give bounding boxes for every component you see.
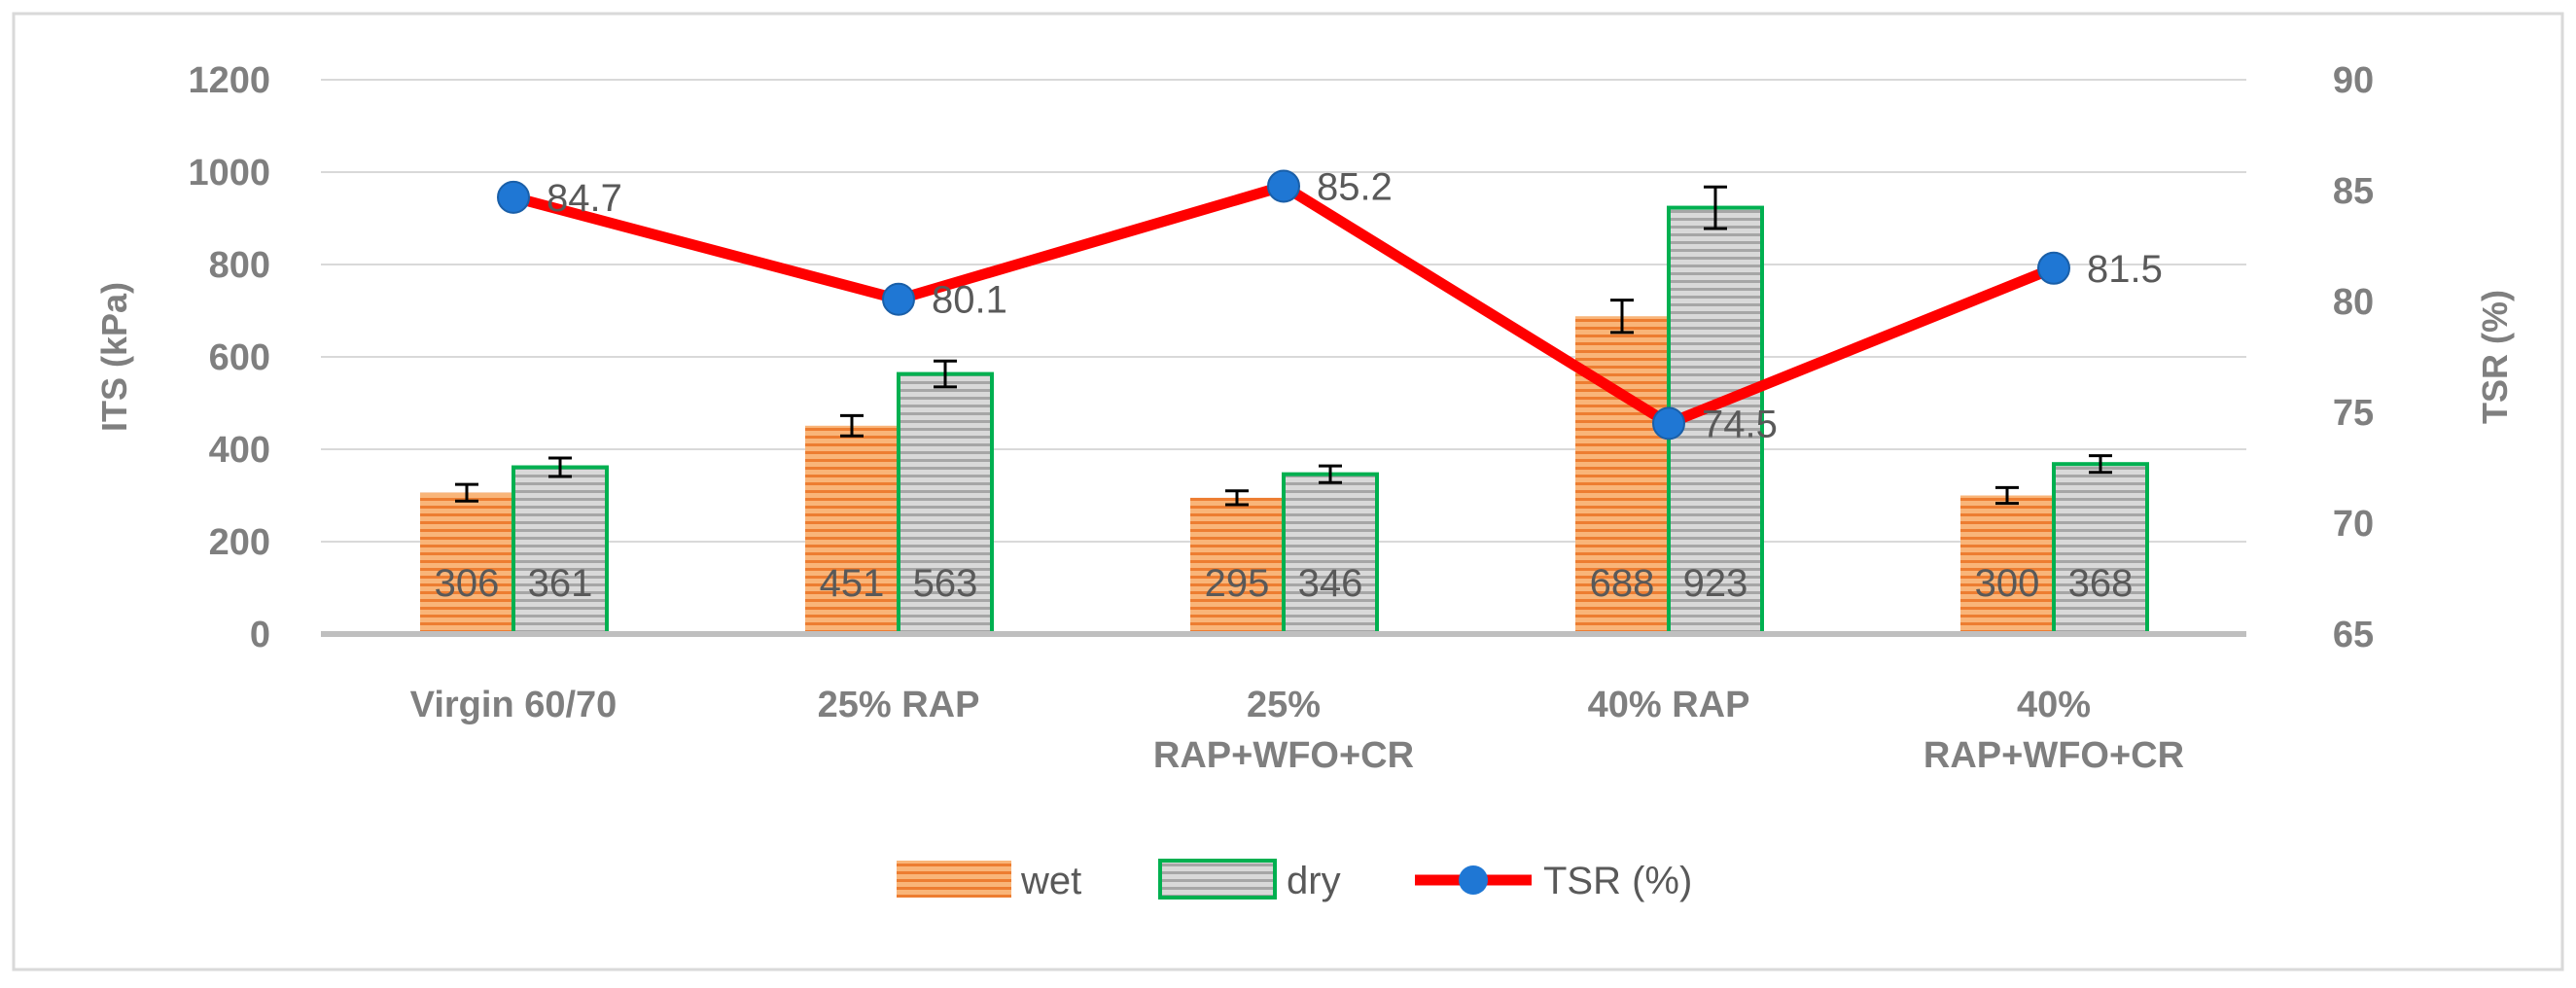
dry-value-label: 361	[528, 562, 593, 605]
tsr-value-label: 81.5	[2087, 248, 2163, 291]
dry-value-label: 563	[913, 562, 978, 605]
right-axis-tick-label: 85	[2333, 171, 2374, 212]
wet-value-label: 295	[1205, 562, 1270, 605]
dry-bar	[2052, 462, 2149, 637]
right-axis-tick-label: 65	[2333, 615, 2374, 655]
right-axis-tick-label: 90	[2333, 60, 2374, 101]
wet-value-label: 306	[435, 562, 500, 605]
category-labels: Virgin 60/70 25% RAP 25% RAP+WFO+CR 40% RAP 4…	[410, 685, 2184, 776]
legend-label: TSR (%)	[1543, 860, 1692, 902]
legend: wet dry TSR (%)	[897, 859, 1692, 902]
left-axis-tick-label: 800	[209, 245, 270, 286]
wet-bar	[1960, 495, 2054, 634]
right-axis-tick-label: 75	[2333, 393, 2374, 434]
legend-swatch-dry	[1158, 859, 1277, 900]
left-axis-ticks: 0 200 400 600 800 1000 1200	[188, 60, 270, 655]
left-axis-title: ITS (kPa)	[94, 282, 134, 432]
wet-value-label: 451	[820, 562, 885, 605]
tsr-point	[2037, 251, 2070, 285]
left-axis-tick-label: 600	[209, 337, 270, 378]
left-axis-tick-label: 0	[250, 615, 270, 655]
category-label: 25% RAP	[818, 685, 980, 725]
tsr-point	[1652, 406, 1685, 441]
bar-value-labels: 306 451 295 688 300 361 563 346 923 368	[435, 562, 2134, 605]
left-axis-tick-label: 1000	[188, 153, 270, 194]
wet-value-label: 300	[1975, 562, 2040, 605]
tsr-value-label: 84.7	[547, 177, 622, 220]
legend-swatch-wet	[897, 861, 1011, 898]
legend-label: wet	[1020, 860, 1081, 902]
left-axis-tick-label: 400	[209, 430, 270, 471]
tsr-line-series	[497, 169, 2070, 441]
tsr-value-label: 74.5	[1702, 403, 1778, 445]
tsr-point	[882, 282, 915, 316]
wet-bar	[1190, 497, 1284, 634]
dry-value-label: 346	[1298, 562, 1363, 605]
category-label: 40%	[2017, 685, 2091, 725]
category-label: Virgin 60/70	[410, 685, 618, 725]
bar-series	[420, 205, 2149, 637]
tsr-value-label: 85.2	[1317, 165, 1393, 208]
dry-value-label: 923	[1683, 562, 1748, 605]
dry-bar	[1282, 472, 1379, 636]
legend-label: dry	[1287, 860, 1341, 902]
wet-bar	[805, 425, 899, 634]
wet-bar	[420, 492, 513, 634]
tsr-value-label: 80.1	[932, 279, 1007, 322]
category-label: 25%	[1247, 685, 1321, 725]
category-label: RAP+WFO+CR	[1923, 735, 2184, 776]
tsr-point	[497, 180, 530, 214]
legend-swatch-tsr-marker	[1459, 865, 1488, 895]
right-axis-tick-label: 80	[2333, 282, 2374, 323]
left-axis-tick-label: 200	[209, 522, 270, 563]
wet-value-label: 688	[1590, 562, 1655, 605]
left-axis-tick-label: 1200	[188, 60, 270, 101]
dry-bar	[512, 465, 609, 636]
category-label: RAP+WFO+CR	[1153, 735, 1414, 776]
right-axis-ticks: 65 70 75 80 85 90	[2333, 60, 2374, 655]
dry-value-label: 368	[2068, 562, 2134, 605]
tsr-value-labels: 84.7 80.1 85.2 74.5 81.5	[547, 165, 2163, 445]
category-label: 40% RAP	[1588, 685, 1750, 725]
error-bars	[455, 185, 2112, 507]
right-axis-tick-label: 70	[2333, 504, 2374, 545]
right-axis-title: TSR (%)	[2475, 290, 2515, 424]
tsr-point	[1267, 169, 1300, 203]
